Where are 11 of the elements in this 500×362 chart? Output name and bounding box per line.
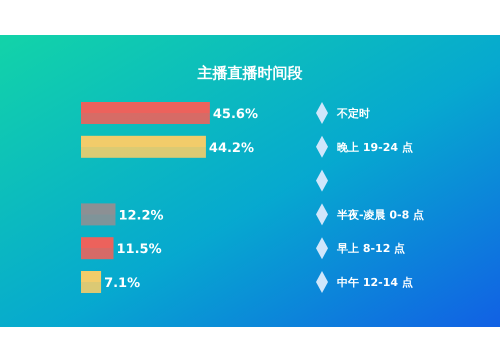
data-label: 45.6% xyxy=(212,107,258,122)
data-label: 7.1% xyxy=(104,276,140,291)
data-label: 44.2% xyxy=(208,140,254,156)
data-label: 12.2% xyxy=(118,208,164,224)
y-tick-label: 半夜-凌晨 0-8 点 xyxy=(336,208,424,222)
y-tick-label: 早上 8-12 点 xyxy=(336,242,406,256)
y-tick-label: 晚上 19-24 点 xyxy=(337,140,413,154)
data-label: 11.5% xyxy=(116,242,162,258)
y-tick-label: 不定时 xyxy=(336,107,370,120)
y-tick-label: 中午 12-14 点 xyxy=(337,276,413,289)
text: 主播直播时间段 xyxy=(196,64,304,82)
